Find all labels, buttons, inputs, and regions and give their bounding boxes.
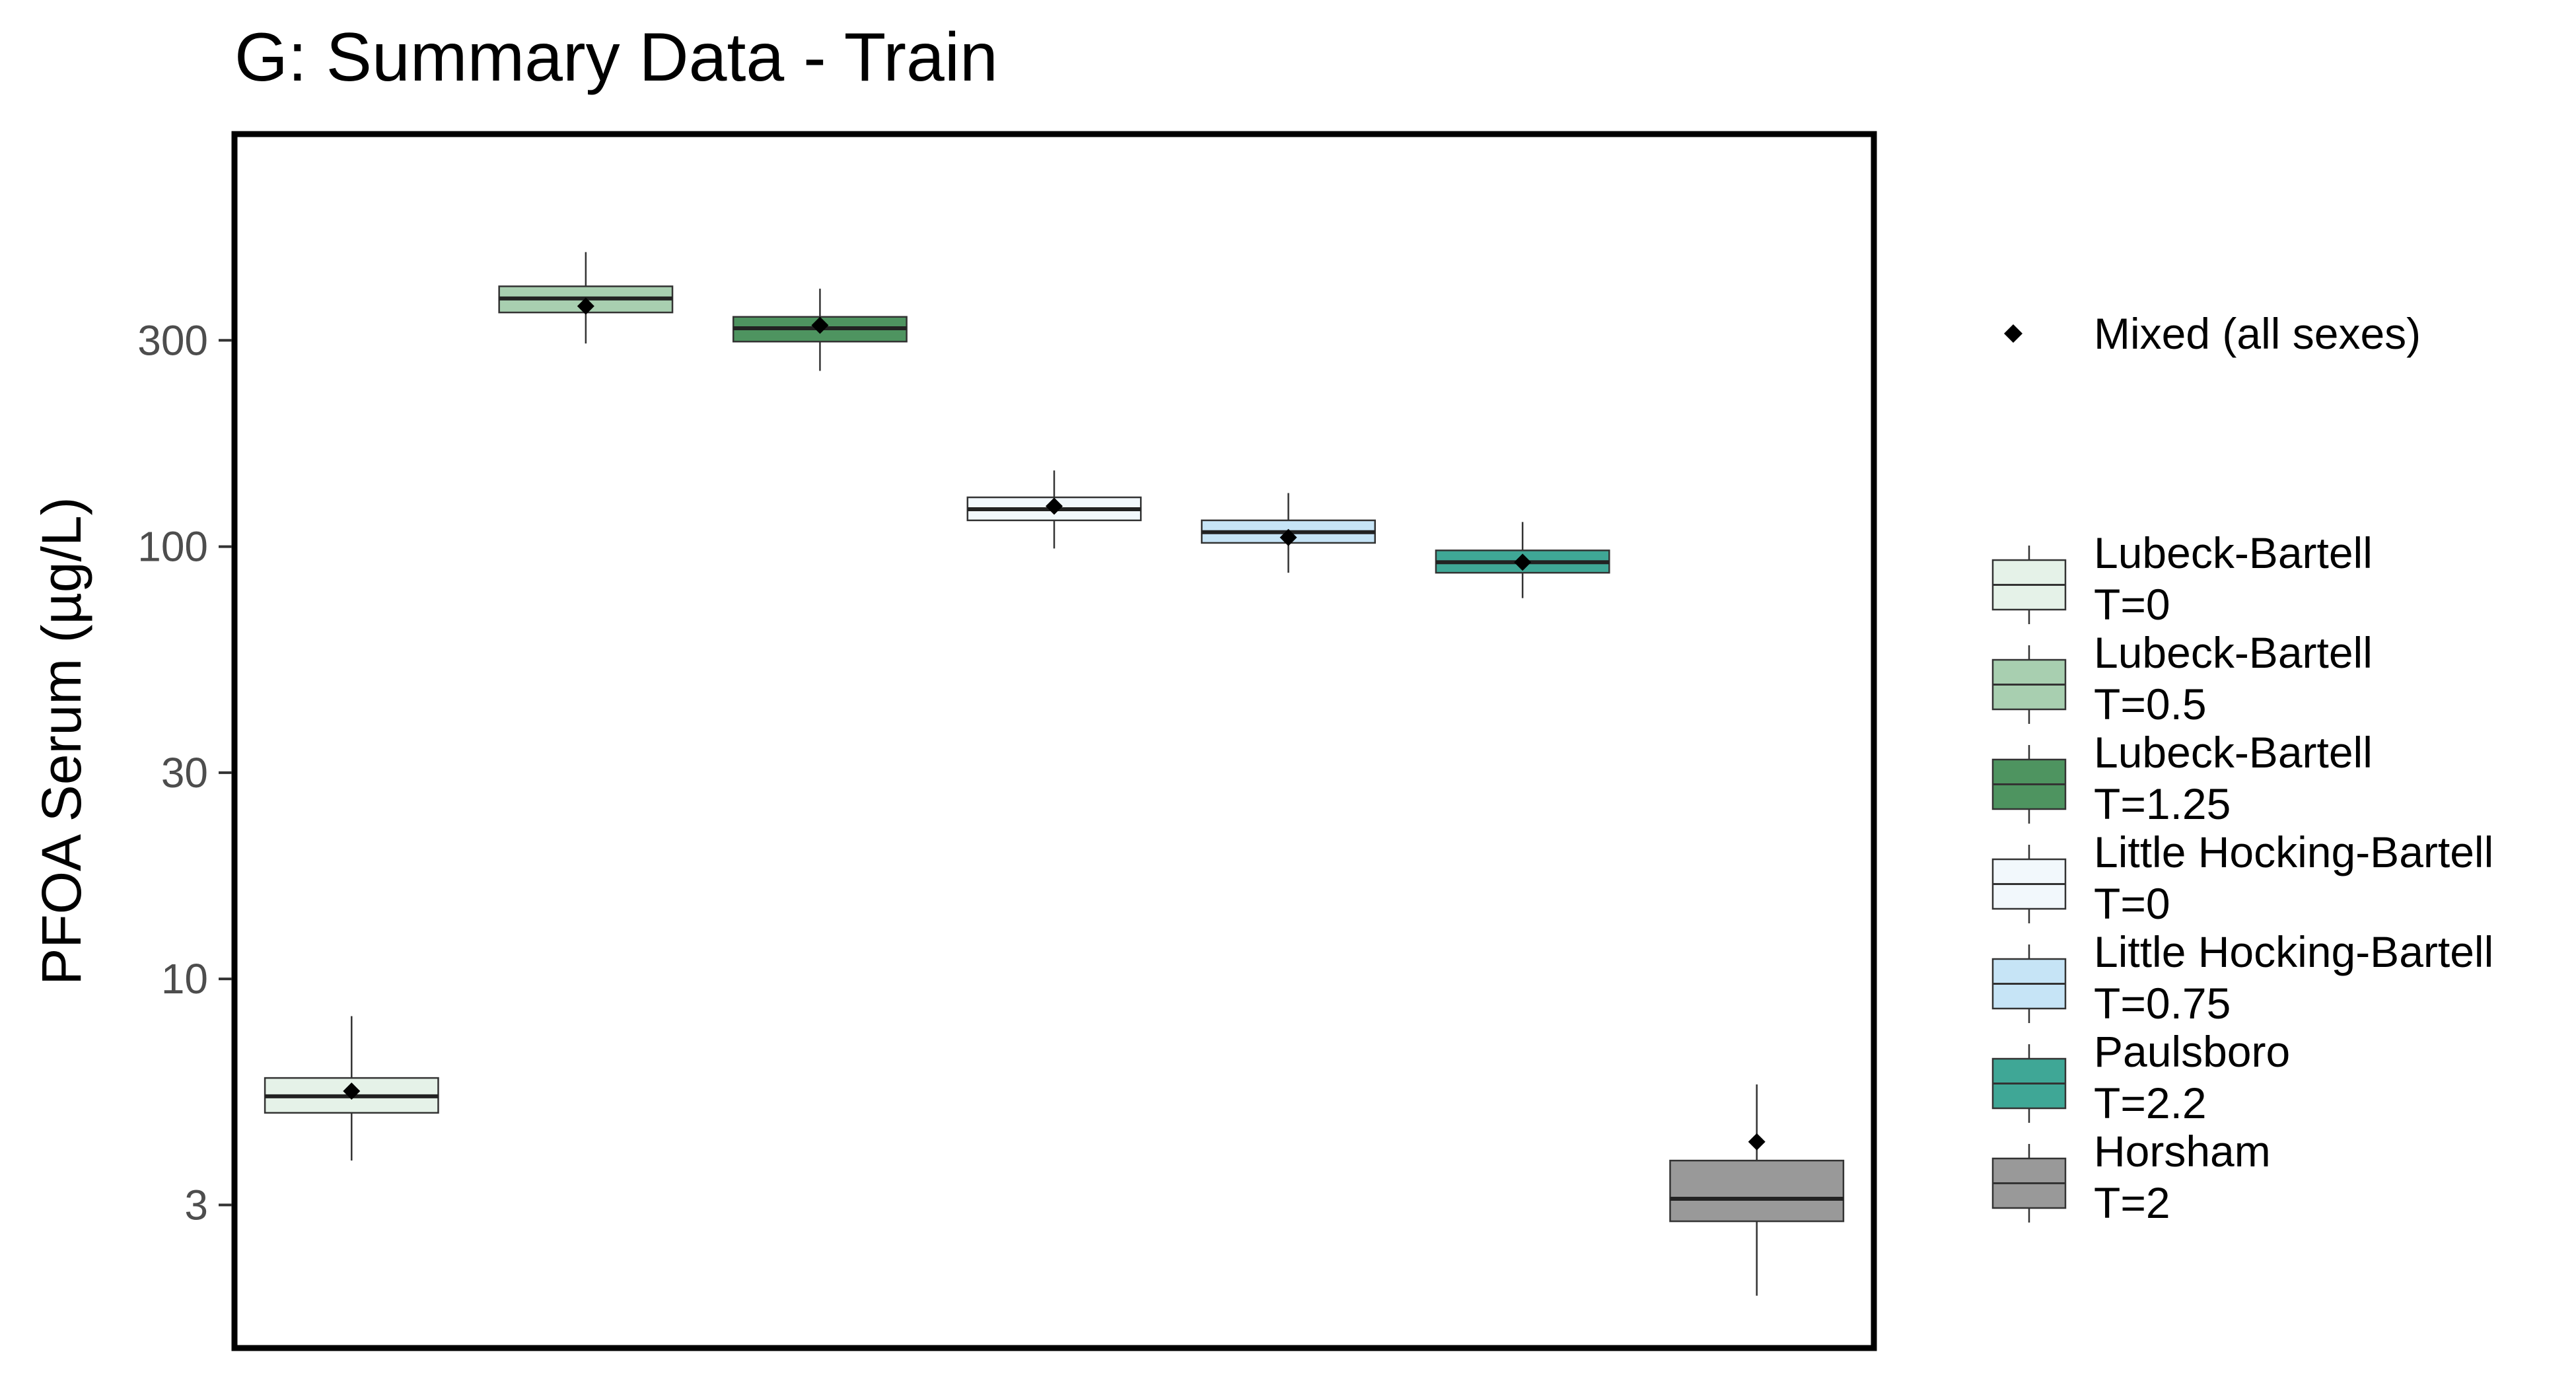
legend-label-line2-6: T=2 [2094,1178,2170,1227]
box-series-3 [966,470,1142,549]
y-axis: 3 10 30 100 300 [137,316,232,1228]
mean-marker-5 [1514,553,1532,571]
mean-marker-4 [1279,528,1297,546]
box-series-2 [732,289,908,371]
legend-label-line1-2: Lubeck-Bartell [2094,728,2373,777]
y-tick-label-4: 300 [137,316,208,364]
mean-marker-1 [577,297,594,315]
mean-marker-2 [811,316,829,334]
box-series-0 [264,1016,439,1161]
y-tick-label-2: 30 [161,749,208,797]
legend-label-line2-3: T=0 [2094,879,2170,928]
mean-marker-0 [343,1083,361,1100]
y-tick-label-0: 3 [184,1181,208,1228]
legend-label-line2-1: T=0.5 [2094,680,2207,729]
legend-label-line1-1: Lubeck-Bartell [2094,628,2373,677]
legend-mean-label: Mixed (all sexes) [2094,309,2421,358]
box-series-4 [1201,493,1377,573]
plot-border [231,131,1877,1351]
box-iqr-6 [1669,1159,1845,1223]
box-series-5 [1435,522,1610,598]
y-tick-label-1: 10 [161,955,208,1003]
boxplot-series-group [264,252,1845,1296]
y-axis-label: PFOA Serum (µg/L) [30,497,92,985]
y-tick-label-3: 100 [137,523,208,571]
box-series-6 [1669,1084,1845,1296]
legend: Mixed (all sexes)Lubeck-BartellT=0Lubeck… [1991,309,2493,1227]
legend-label-line2-5: T=2.2 [2094,1079,2207,1127]
legend-label-line1-3: Little Hocking-Bartell [2094,828,2493,876]
legend-mean-marker [2004,324,2022,343]
legend-mean: Mixed (all sexes) [2004,309,2421,358]
mean-marker-6 [1748,1133,1766,1151]
box-series-1 [498,252,674,344]
legend-label-line2-2: T=1.25 [2094,779,2231,828]
legend-label-line1-5: Paulsboro [2094,1027,2290,1076]
legend-label-line2-0: T=0 [2094,580,2170,629]
chart-title: G: Summary Data - Train [234,19,998,96]
mean-marker-3 [1046,497,1063,515]
legend-label-line1-6: Horsham [2094,1127,2271,1176]
legend-label-line1-4: Little Hocking-Bartell [2094,927,2493,976]
legend-label-line2-4: T=0.75 [2094,979,2231,1028]
legend-label-line1-0: Lubeck-Bartell [2094,528,2373,577]
